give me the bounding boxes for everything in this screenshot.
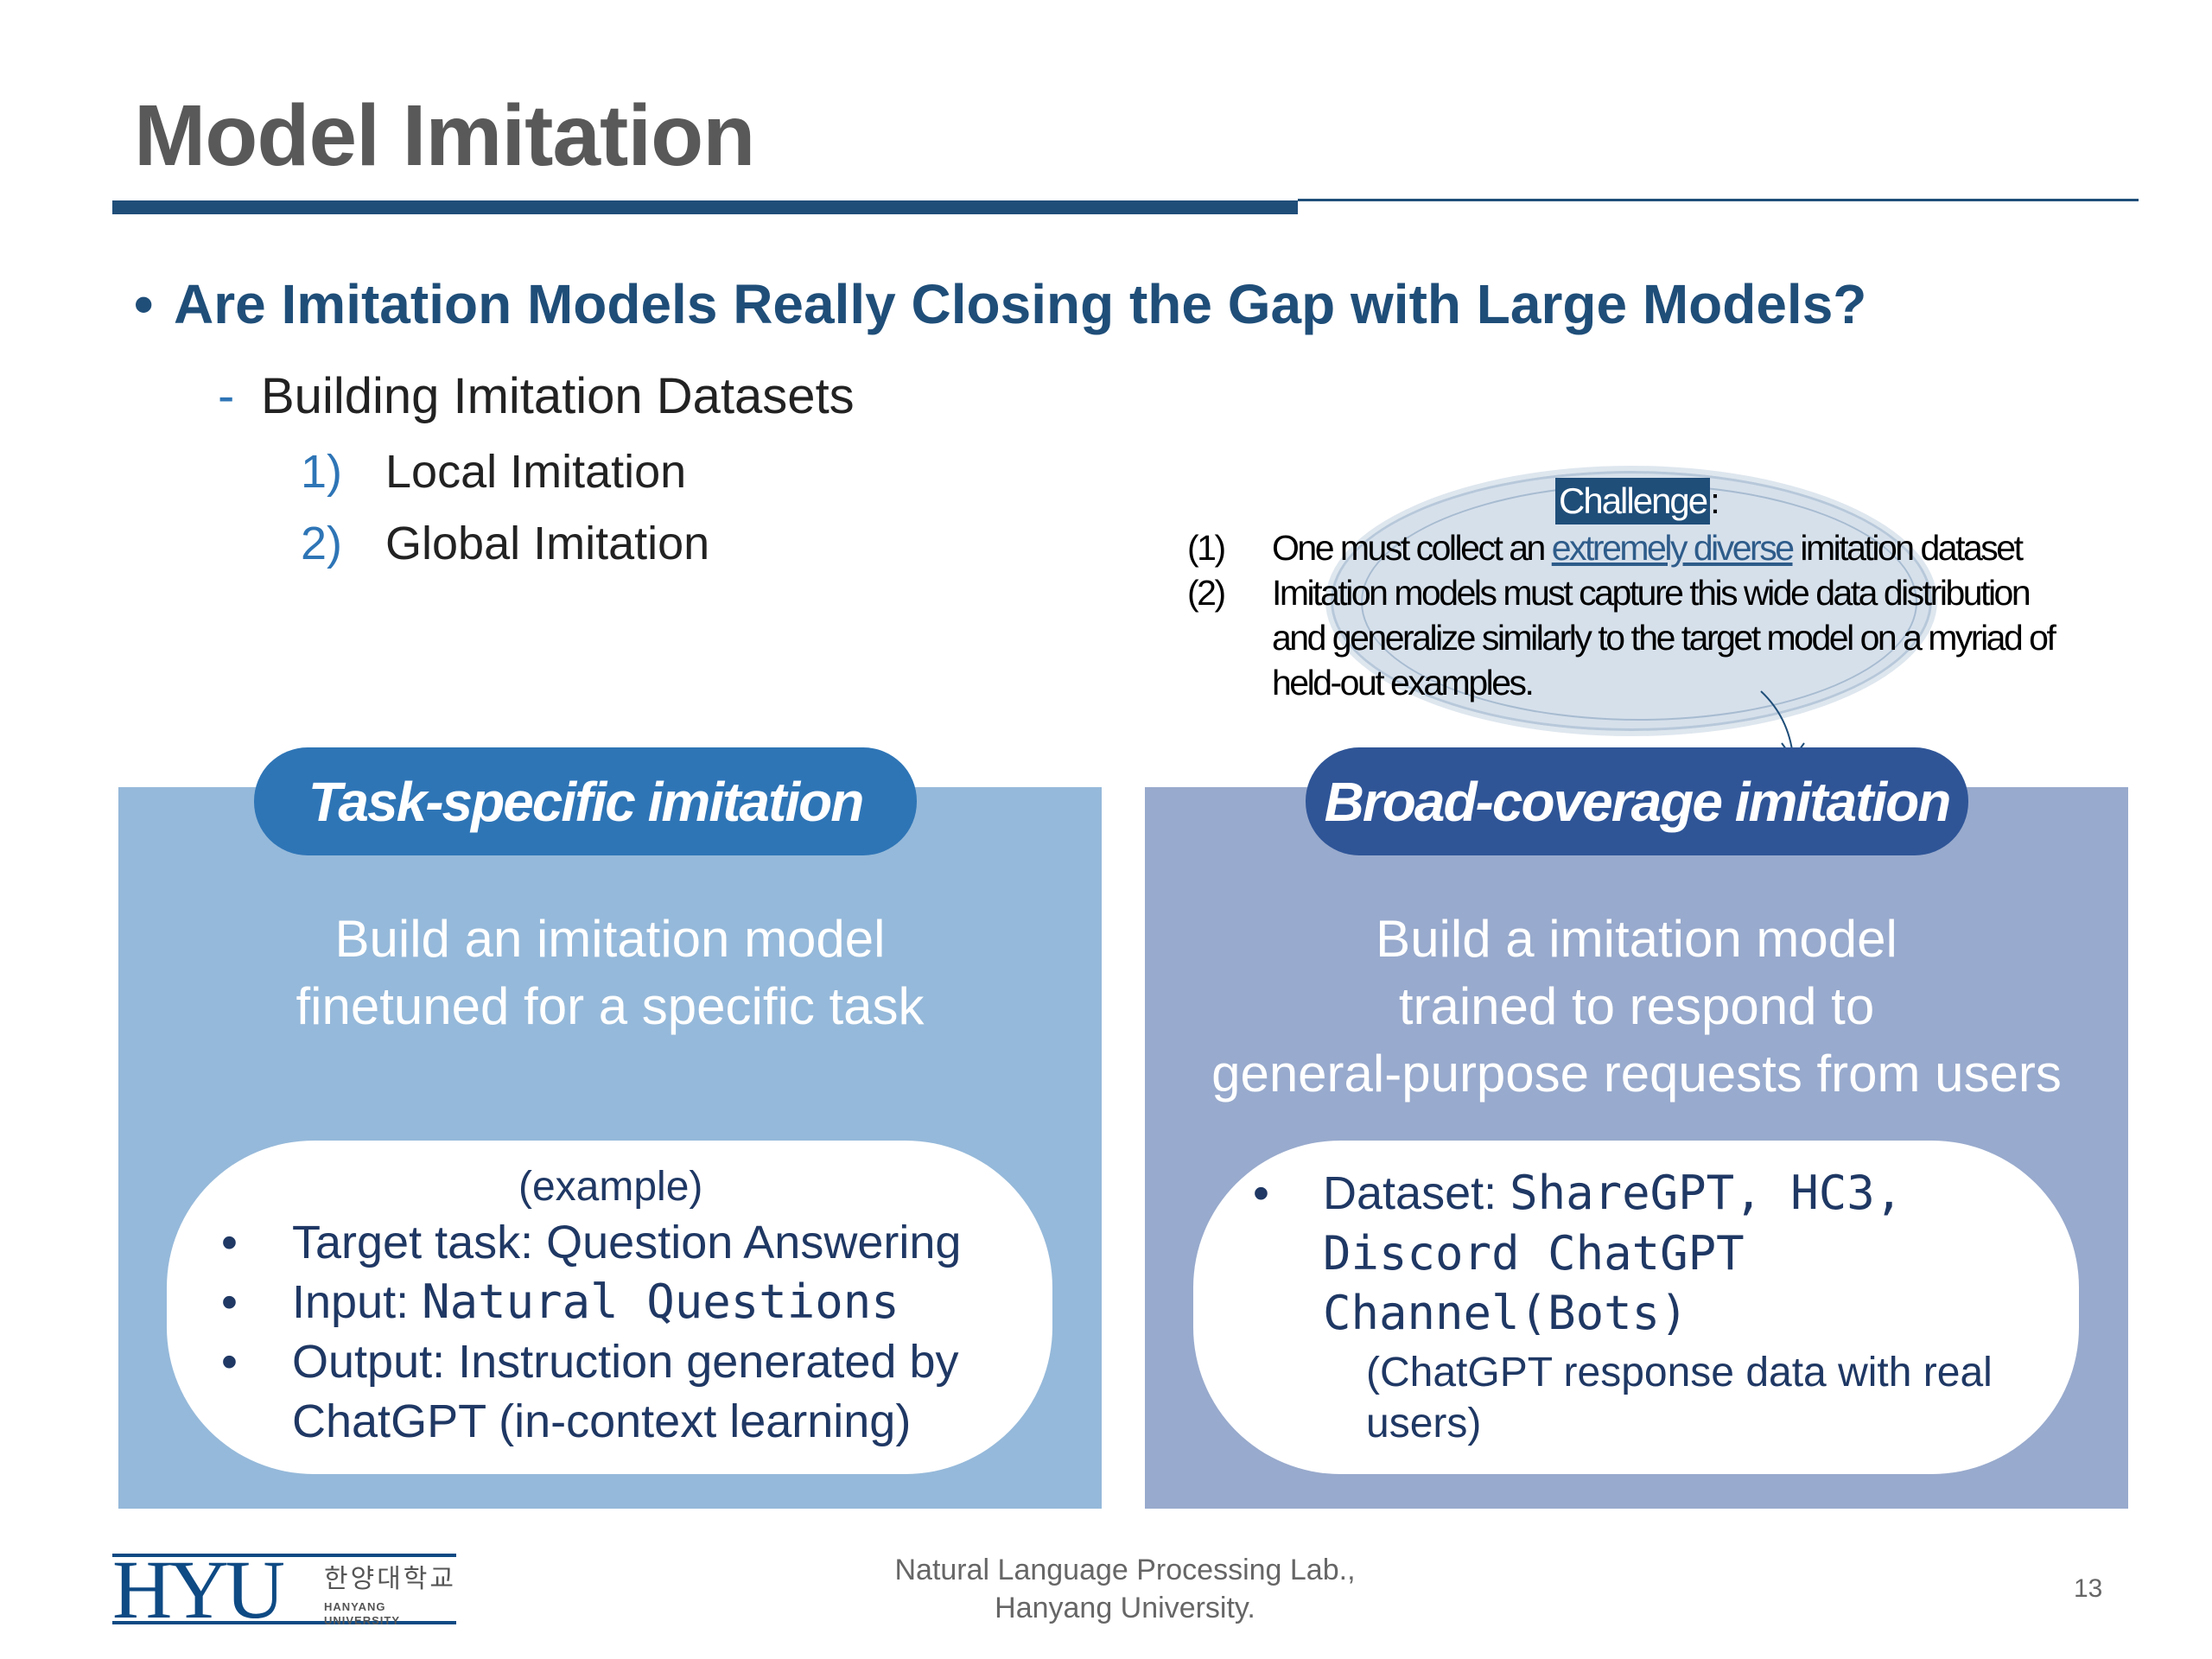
bullet-value: Channel(Bots) xyxy=(1323,1286,1688,1340)
bullet-text: Dataset: ShareGPT, HC3, xyxy=(1323,1166,1903,1220)
dash-icon: - xyxy=(218,368,235,424)
main-heading: Are Imitation Models Really Closing the … xyxy=(174,273,1867,335)
footer-line: Natural Language Processing Lab., xyxy=(894,1554,1356,1586)
bullet-value: Natural Questions xyxy=(422,1274,899,1329)
desc-line: general-purpose requests from users xyxy=(1211,1045,2062,1103)
bullet-text: Input: Natural Questions xyxy=(292,1275,899,1329)
challenge-text: and generalize similarly to the target m… xyxy=(1272,618,2056,658)
subheading: Building Imitation Datasets xyxy=(261,368,855,424)
bullet-label: Input: xyxy=(292,1276,423,1328)
bullet-dot-icon: • xyxy=(221,1217,238,1268)
bullet-value: Discord ChatGPT xyxy=(1323,1226,1745,1281)
challenge-heading: Challenge: xyxy=(1555,478,1720,524)
task-specific-desc: Build an imitation model finetuned for a … xyxy=(118,906,1102,1040)
bullet-dot-icon: • xyxy=(221,1336,238,1388)
footer-line: Hanyang University. xyxy=(995,1592,1255,1624)
logo-letters: HYU xyxy=(112,1543,285,1636)
bullet-label: Dataset: xyxy=(1323,1167,1510,1219)
challenge-item-1: One must collect an extremely diverse im… xyxy=(1272,527,2024,569)
desc-line: finetuned for a specific task xyxy=(296,977,925,1035)
logo-korean: 한양대학교 xyxy=(324,1565,456,1593)
slide-title: Model Imitation xyxy=(134,87,755,184)
footer-lab: Natural Language Processing Lab., Hanyang… xyxy=(778,1551,1472,1627)
challenge-colon: : xyxy=(1710,480,1720,521)
note-text: (ChatGPT response data with real xyxy=(1366,1350,1993,1395)
item-text: Global Imitation xyxy=(385,518,710,569)
item-number: 1) xyxy=(301,446,343,498)
bullet-dot-icon: • xyxy=(134,273,154,335)
hanyang-logo: HYU 한양대학교 HANYANG UNIVERSITY xyxy=(112,1543,458,1636)
bullet-dot-icon: • xyxy=(1253,1167,1269,1219)
example-box xyxy=(167,1141,1052,1474)
challenge-label: Challenge xyxy=(1555,478,1711,524)
note-text: users) xyxy=(1366,1401,1482,1446)
broad-coverage-desc: Build a imitation model trained to respon… xyxy=(1145,906,2128,1108)
main-bullet: • Are Imitation Models Really Closing the… xyxy=(134,272,1866,336)
challenge-text: One must collect an xyxy=(1272,528,1552,568)
numbered-item: 2) Global Imitation xyxy=(301,517,709,570)
bullet-text: Target task: Question Answering xyxy=(292,1217,962,1268)
bullet-text: Output: Instruction generated by xyxy=(292,1336,959,1388)
example-label: (example) xyxy=(518,1164,703,1210)
challenge-text: held-out examples. xyxy=(1272,663,1535,702)
bullet-dot-icon: • xyxy=(221,1276,238,1328)
dataset-box xyxy=(1193,1141,2079,1474)
item-number: 2) xyxy=(301,518,343,569)
task-specific-pill: Task-specific imitation xyxy=(254,747,917,855)
desc-line: Build a imitation model xyxy=(1376,910,1897,968)
desc-line: trained to respond to xyxy=(1398,977,1875,1035)
page-number: 13 xyxy=(2074,1574,2103,1603)
bullet-text: ChatGPT (in-context learning) xyxy=(292,1395,912,1447)
item-text: Local Imitation xyxy=(385,446,687,498)
numbered-item: 1) Local Imitation xyxy=(301,445,686,499)
challenge-num: (2) xyxy=(1187,573,1226,613)
desc-line: Build an imitation model xyxy=(334,910,886,968)
challenge-text: Imitation models must capture this wide … xyxy=(1272,573,2031,613)
sub-bullet: - Building Imitation Datasets xyxy=(218,367,855,425)
challenge-num: (1) xyxy=(1187,528,1226,568)
title-rule-thin xyxy=(1298,199,2139,201)
broad-coverage-pill: Broad-coverage imitation xyxy=(1306,747,1968,855)
challenge-text: imitation dataset xyxy=(1792,528,2024,568)
bullet-value: ShareGPT, HC3, xyxy=(1510,1166,1904,1220)
logo-english: HANYANG UNIVERSITY xyxy=(324,1600,401,1627)
extremely-diverse-link[interactable]: extremely diverse xyxy=(1551,528,1795,568)
title-rule-thick xyxy=(112,200,1298,214)
